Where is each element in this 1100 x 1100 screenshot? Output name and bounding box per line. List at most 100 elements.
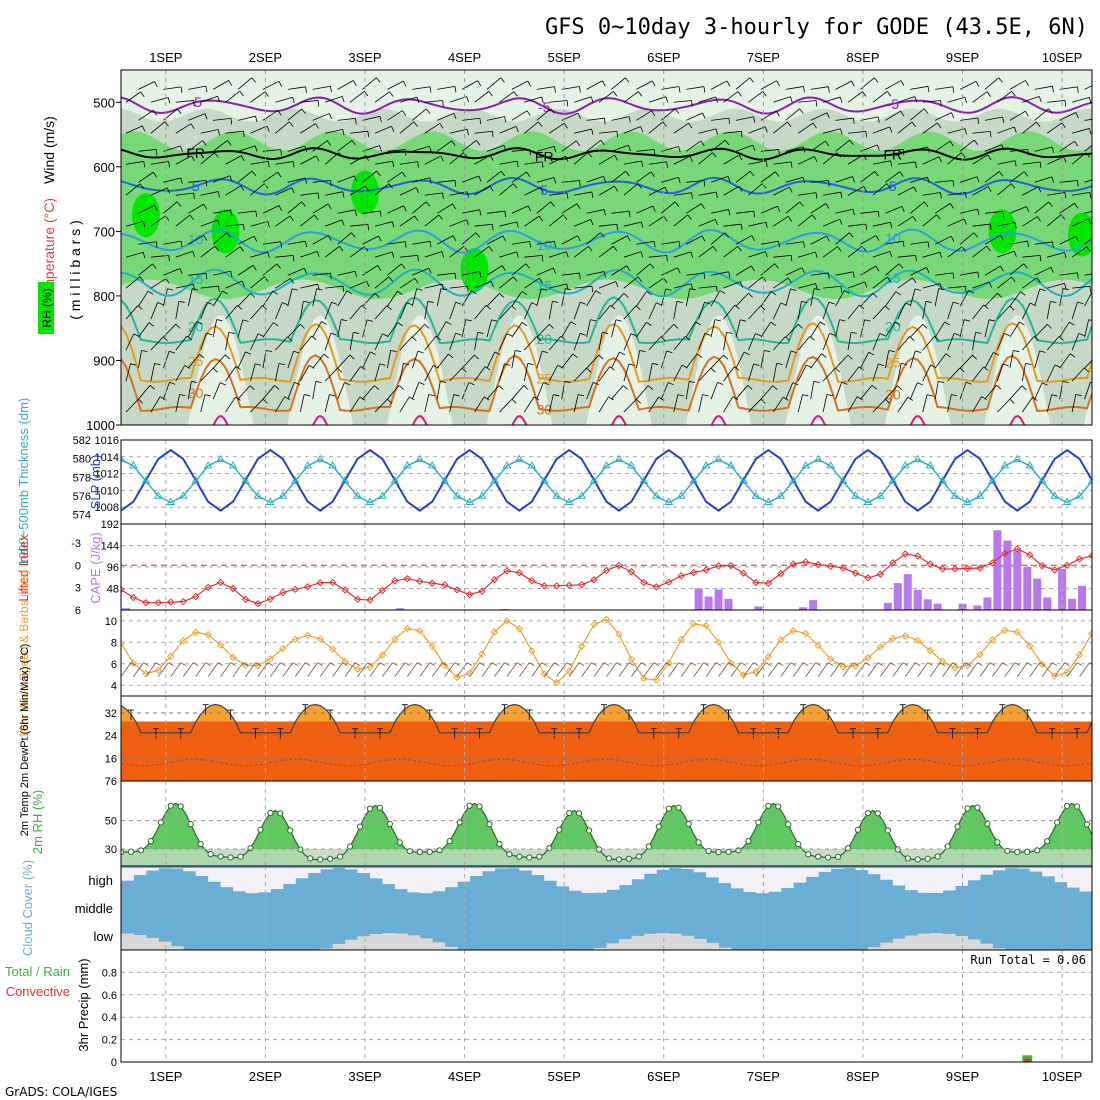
wind-barb-flag	[515, 126, 519, 133]
rh2m-marker	[396, 839, 403, 846]
wind-barb-upper	[574, 191, 592, 196]
wind-barb-upper	[523, 363, 529, 382]
wind-barb-upper	[324, 332, 332, 351]
wind-barb-upper	[611, 144, 629, 152]
wind-barb-flag	[301, 108, 306, 114]
wind-barb-upper	[773, 186, 790, 196]
wind-barb-flag	[653, 149, 656, 156]
wind-barb-upper	[1059, 321, 1070, 338]
upper-rh-peak-0	[131, 193, 160, 238]
wind-barb-upper	[300, 250, 318, 258]
wind-barb-upper	[486, 235, 504, 245]
wind10-barb	[543, 662, 555, 677]
wind-barb-upper	[934, 140, 951, 152]
wind-barb-upper	[138, 109, 154, 121]
wind-barb-flag	[852, 271, 855, 278]
wind-barb-flag	[1069, 353, 1076, 358]
wind-barb-flag	[479, 118, 482, 125]
wind-barb-flag	[477, 80, 482, 87]
temp-area-warm	[121, 704, 1092, 733]
wind-barb-flag	[626, 235, 631, 242]
wind-barb-upper	[300, 192, 319, 196]
wind-barb-upper	[698, 128, 717, 134]
lifted-index-marker	[739, 569, 748, 577]
rh2m-marker	[257, 826, 264, 833]
cloud-high-gap	[544, 868, 558, 881]
wind-barb-flag	[790, 96, 793, 103]
wind-barb-flag	[762, 91, 767, 97]
wind-barb-upper	[287, 288, 293, 307]
wind10-barb-flag	[379, 662, 386, 667]
rh2m-marker	[914, 856, 921, 863]
cape-bar	[1033, 578, 1042, 610]
wind-barb-upper	[125, 363, 131, 382]
wind-barb-upper	[573, 152, 589, 165]
wind-barb-upper	[885, 291, 897, 307]
wind-barb-upper	[225, 332, 230, 351]
wind-barb-flag	[153, 172, 158, 178]
wind-barb-flag	[923, 201, 929, 207]
wind-barb-flag	[690, 251, 694, 258]
wind-barb-flag	[250, 293, 256, 298]
wind-barb-flag	[543, 382, 550, 386]
rh2m-marker	[247, 845, 254, 852]
wind-barb-upper	[648, 396, 659, 413]
wind-barb-flag	[839, 319, 846, 322]
wind-barb-upper	[237, 145, 256, 152]
lifted-index-marker	[1038, 562, 1046, 570]
wind-barb-flag	[674, 108, 680, 114]
wind-barb-upper	[835, 80, 852, 90]
wind-barb-flag	[952, 180, 955, 187]
wind-barb-upper	[324, 245, 340, 258]
wind-barb-flag	[240, 185, 245, 192]
wind-barb-flag	[378, 235, 382, 242]
rh2m-marker	[366, 805, 374, 812]
wind-barb-upper	[337, 140, 353, 152]
wind-barb-upper	[262, 171, 279, 183]
wind-barb-upper	[648, 277, 664, 289]
wind-barb-flag	[678, 241, 681, 248]
wind-barb-upper	[287, 145, 306, 152]
rh2m-marker	[227, 854, 234, 861]
wind-barb-upper	[984, 265, 1001, 276]
wind-barb-upper	[237, 235, 255, 245]
wind-barb-upper	[798, 100, 817, 103]
wind-barb-flag	[578, 394, 585, 397]
wind-barb-upper	[1009, 263, 1024, 276]
wind-barb-flag	[265, 350, 273, 352]
wind-barb-upper	[212, 382, 221, 400]
wind-barb-upper	[872, 221, 891, 227]
wind-barb-flag	[715, 96, 718, 103]
wind10-marker	[615, 630, 623, 638]
wind-barb-upper	[1046, 394, 1053, 413]
wind-barb-flag	[714, 219, 718, 226]
wind-barb-flag	[353, 332, 360, 334]
wind-barb-upper	[698, 246, 714, 258]
wind-barb-flag	[354, 209, 357, 216]
wind10-barb-flag	[541, 662, 548, 667]
wind10-barb	[419, 662, 431, 677]
wind-barb-upper	[387, 385, 400, 400]
wind-barb-upper	[686, 86, 705, 90]
lifted-index-marker	[889, 559, 897, 567]
wind-barb-upper	[698, 285, 717, 289]
cape-bar	[903, 574, 912, 610]
wind-barb-upper	[399, 254, 418, 258]
cloud-low-gap	[345, 939, 359, 950]
wind-barb-upper	[262, 205, 280, 214]
wind-barb-upper	[1034, 241, 1053, 245]
wind-barb-upper	[797, 122, 814, 134]
wind10-marker	[714, 638, 723, 647]
wind-barb-flag	[839, 96, 843, 103]
wind10-marker	[241, 661, 250, 670]
wind-barb-upper	[710, 80, 728, 90]
wind-barb-flag	[541, 96, 544, 103]
lifted-index-marker	[764, 579, 773, 587]
wind-barb-flag	[389, 91, 394, 97]
wind-barb-upper	[648, 363, 653, 382]
cloud-high-gap	[706, 868, 720, 878]
wind-barb-upper	[387, 263, 402, 276]
wind-barb-flag	[778, 241, 781, 248]
wind-barb-flag	[739, 281, 743, 288]
wind-barb-upper	[461, 140, 477, 152]
